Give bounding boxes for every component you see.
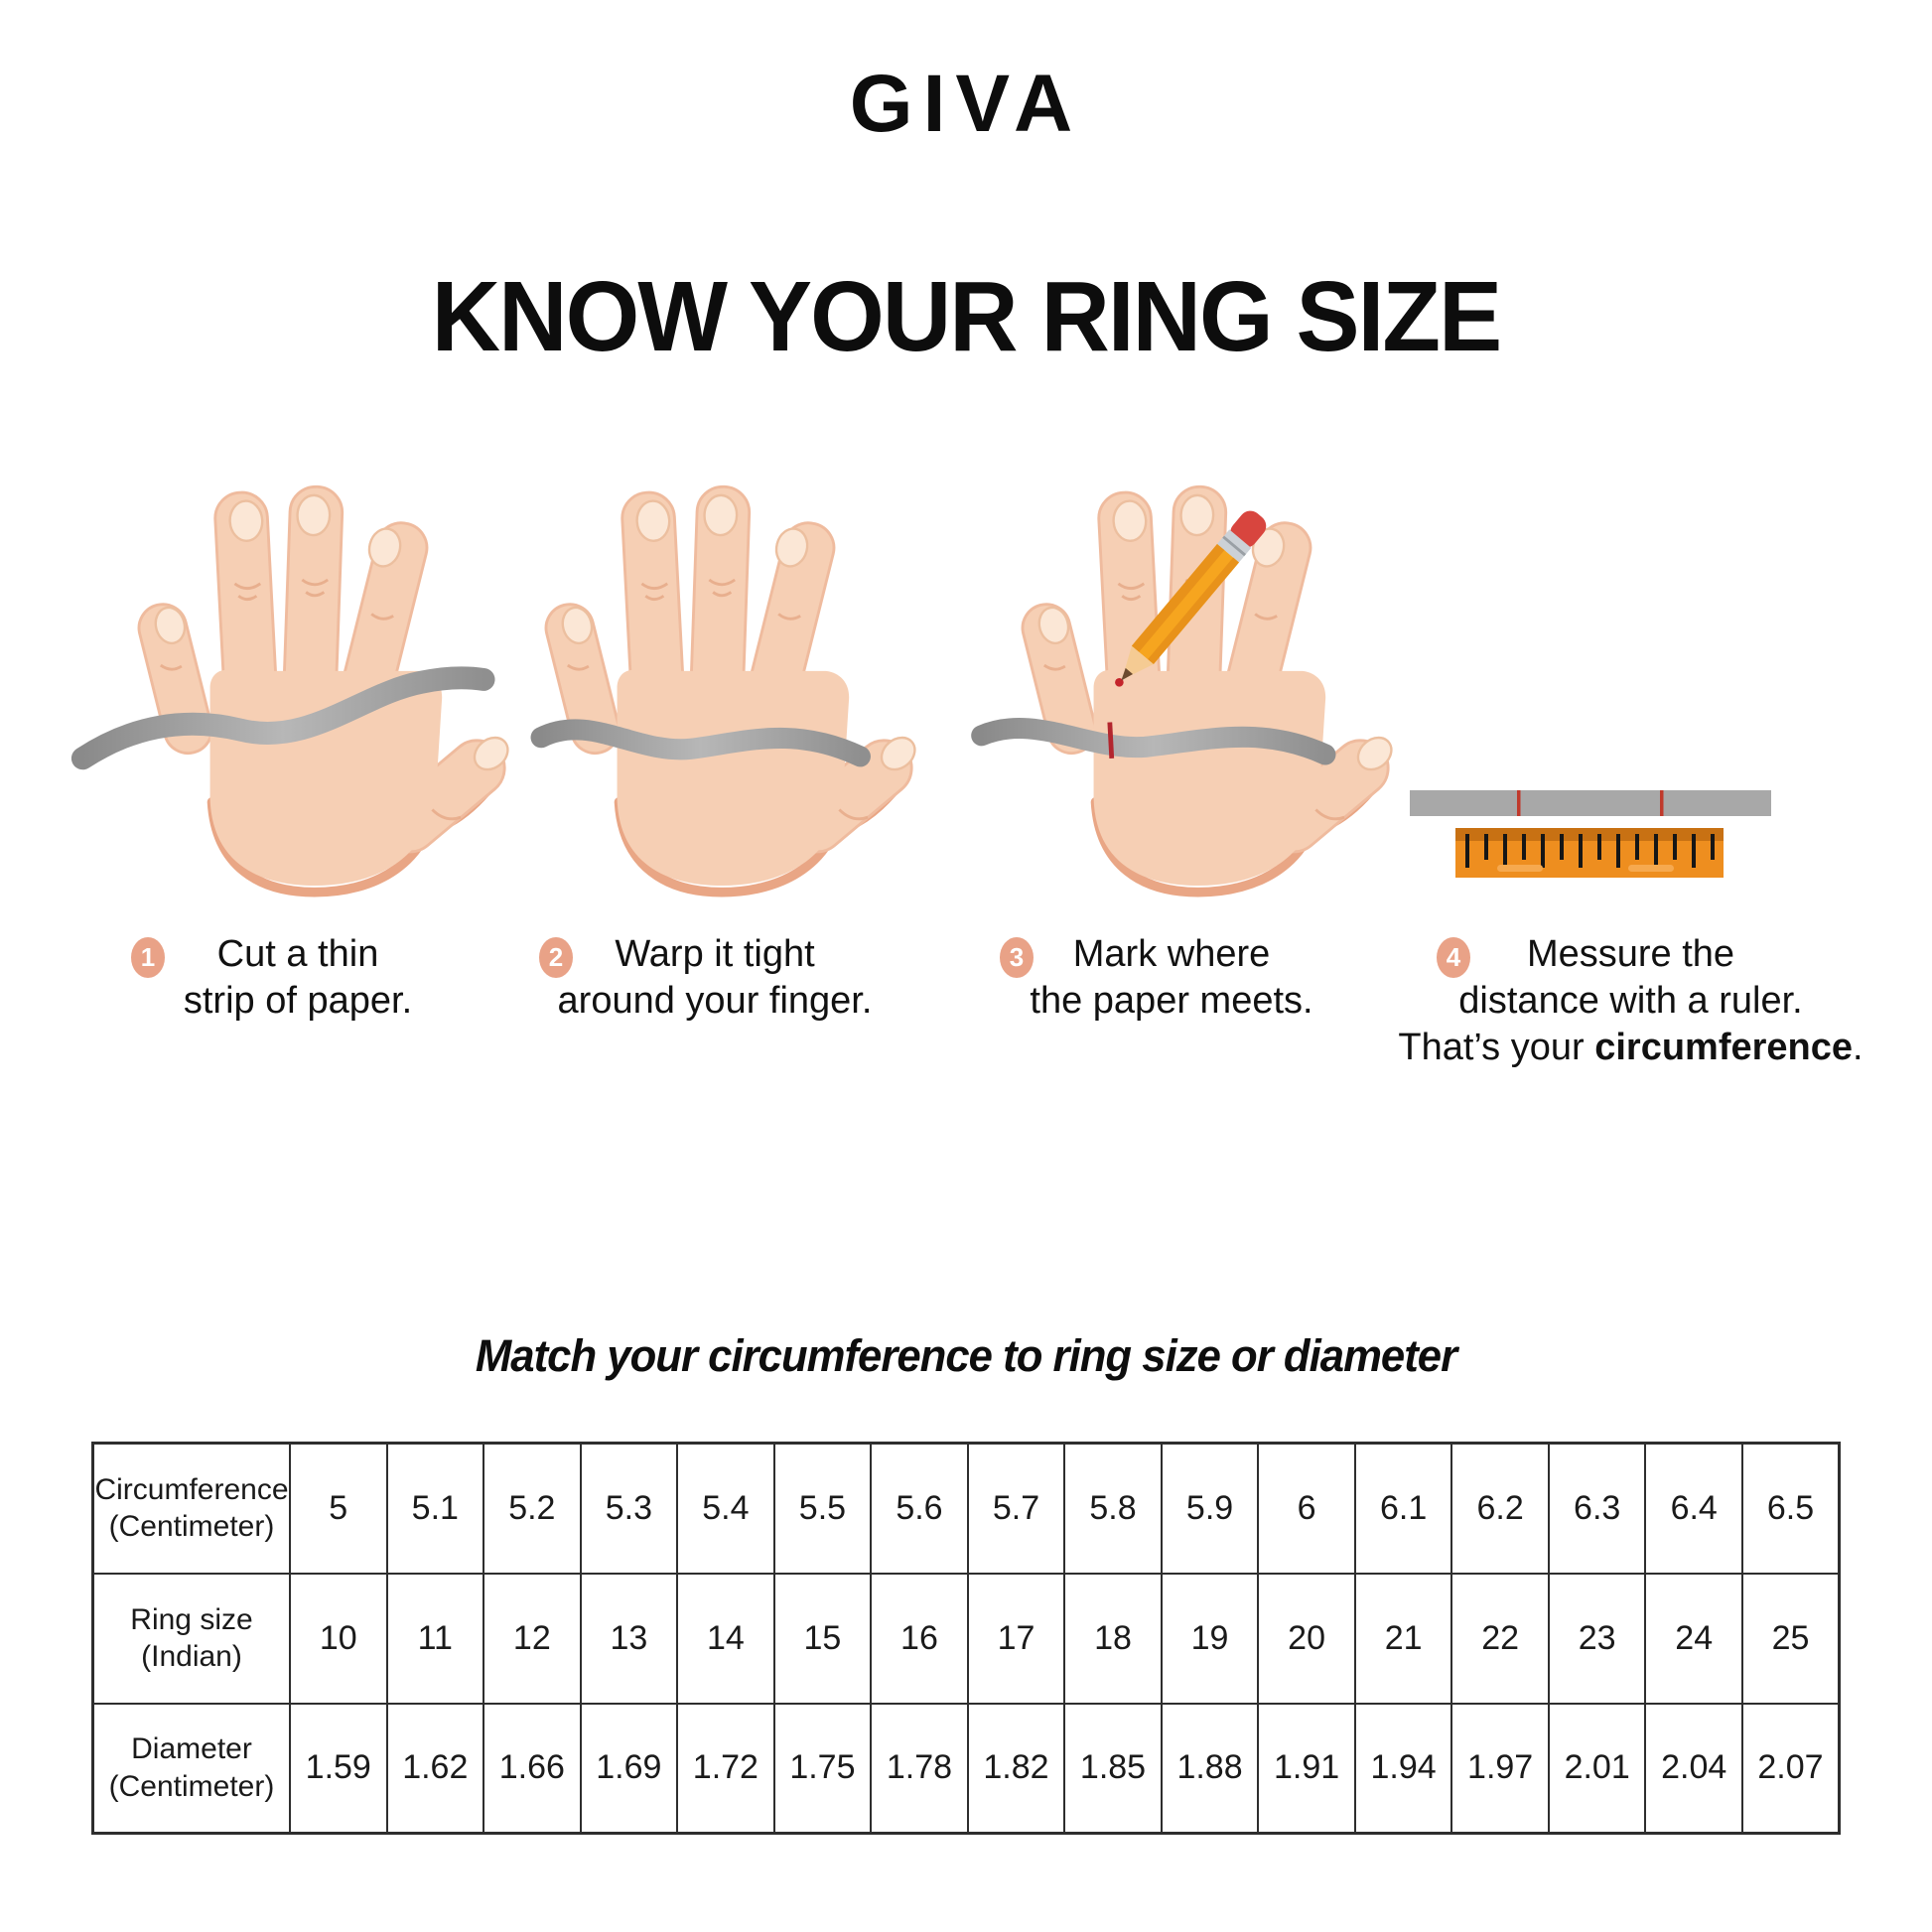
table-cell: 22 <box>1450 1572 1550 1705</box>
ring-size-table: Circumference (Centimeter) 5 5.1 5.2 5.3 5.4 5.… <box>91 1442 1841 1835</box>
step4-line3: That’s your circumference. <box>1398 1027 1863 1069</box>
step2-number-badge: 2 <box>539 937 573 978</box>
table-cell: 5.5 <box>772 1442 873 1575</box>
table-row: Diameter (Centimeter) 1.59 1.62 1.66 1.69 1.72… <box>91 1702 1841 1835</box>
table-cell: 1.91 <box>1257 1702 1356 1835</box>
table-cell: 2.07 <box>1740 1702 1841 1835</box>
paper-strip-icon <box>530 719 871 767</box>
step2-caption: 2 Warp it tight around your finger. <box>491 931 938 1025</box>
table-cell: 6.1 <box>1353 1442 1453 1575</box>
step1-number-badge: 1 <box>131 937 165 978</box>
table-cell: 1.85 <box>1063 1702 1163 1835</box>
table-cell: 21 <box>1353 1572 1453 1705</box>
brand-logo: GIVA <box>849 59 1083 149</box>
table-cell: 5.9 <box>1160 1442 1260 1575</box>
step1-line2: strip of paper. <box>183 980 413 1023</box>
hand-icon <box>541 485 923 892</box>
paper-strip-icon <box>70 666 495 770</box>
row-label: Diameter (Centimeter) <box>91 1702 291 1835</box>
strip-mark-icon <box>1660 790 1664 816</box>
ruler-icon <box>1455 828 1724 878</box>
table-cell: 6 <box>1257 1442 1356 1575</box>
pencil-mark-icon <box>1107 722 1115 759</box>
table-cell: 1.78 <box>870 1702 969 1835</box>
step4-line1: Messure the <box>1526 933 1735 975</box>
table-cell: 1.69 <box>579 1702 679 1835</box>
step1-line1: Cut a thin <box>216 933 379 975</box>
table-cell: 5 <box>289 1442 388 1575</box>
table-cell: 5.7 <box>966 1442 1066 1575</box>
hand-icon <box>1018 485 1400 892</box>
table-cell: 14 <box>676 1572 775 1705</box>
table-cell: 23 <box>1547 1572 1647 1705</box>
table-cell: 5.4 <box>676 1442 775 1575</box>
step4-illustration <box>1398 753 1795 901</box>
step3-caption: 3 Mark where the paper meets. <box>948 931 1395 1025</box>
table-cell: 5.6 <box>870 1442 969 1575</box>
table-cell: 5.8 <box>1063 1442 1163 1575</box>
step4-line2: distance with a ruler. <box>1458 980 1803 1023</box>
row-label: Ring size (Indian) <box>91 1572 291 1705</box>
step3-illustration <box>953 429 1390 905</box>
table-cell: 6.4 <box>1644 1442 1743 1575</box>
table-cell: 20 <box>1257 1572 1356 1705</box>
step4-number-badge: 4 <box>1437 937 1470 978</box>
table-cell: 6.5 <box>1740 1442 1841 1575</box>
step3-line1: Mark where <box>1072 933 1271 975</box>
table-cell: 1.59 <box>289 1702 388 1835</box>
table-cell: 16 <box>870 1572 969 1705</box>
circumference-emphasis: circumference <box>1594 1027 1854 1069</box>
table-heading: Match your circumference to ring size or… <box>475 1330 1457 1381</box>
table-cell: 1.72 <box>676 1702 775 1835</box>
table-row: Circumference (Centimeter) 5 5.1 5.2 5.3 5.4 5.… <box>91 1442 1841 1575</box>
table-cell: 2.04 <box>1644 1702 1743 1835</box>
table-cell: 6.3 <box>1547 1442 1647 1575</box>
table-cell: 1.75 <box>772 1702 873 1835</box>
step2-illustration <box>477 429 913 905</box>
table-cell: 18 <box>1063 1572 1163 1705</box>
table-cell: 5.1 <box>385 1442 485 1575</box>
step4-caption: 4 Messure the distance with a ruler. Tha… <box>1345 931 1916 1071</box>
step1-illustration <box>69 429 506 905</box>
step1-caption: 1 Cut a thin strip of paper. <box>79 931 516 1025</box>
table-cell: 1.62 <box>385 1702 485 1835</box>
step2-line2: around your finger. <box>557 980 873 1023</box>
table-cell: 1.88 <box>1160 1702 1260 1835</box>
table-cell: 10 <box>289 1572 388 1705</box>
table-cell: 1.94 <box>1353 1702 1453 1835</box>
table-cell: 19 <box>1160 1572 1260 1705</box>
step3-number-badge: 3 <box>1000 937 1034 978</box>
paper-strip-icon <box>971 718 1336 765</box>
table-cell: 6.2 <box>1450 1442 1550 1575</box>
table-cell: 1.66 <box>483 1702 582 1835</box>
table-cell: 12 <box>483 1572 582 1705</box>
table-cell: 1.82 <box>966 1702 1066 1835</box>
row-label: Circumference (Centimeter) <box>91 1442 291 1575</box>
page-title: KNOW YOUR RING SIZE <box>431 261 1502 372</box>
table-cell: 17 <box>966 1572 1066 1705</box>
table-cell: 2.01 <box>1547 1702 1647 1835</box>
table-cell: 25 <box>1740 1572 1841 1705</box>
table-cell: 1.97 <box>1450 1702 1550 1835</box>
marked-strip-icon <box>1410 790 1771 816</box>
table-cell: 11 <box>385 1572 485 1705</box>
table-cell: 15 <box>772 1572 873 1705</box>
table-row: Ring size (Indian) 10 11 12 13 14 15 16 17 18 19 20 2… <box>91 1572 1841 1705</box>
table-cell: 5.2 <box>483 1442 582 1575</box>
table-cell: 24 <box>1644 1572 1743 1705</box>
table-cell: 5.3 <box>579 1442 679 1575</box>
size-table-body: Circumference (Centimeter) 5 5.1 5.2 5.3 5.4 5.… <box>91 1442 1841 1835</box>
table-cell: 13 <box>579 1572 679 1705</box>
step2-line1: Warp it tight <box>615 933 815 975</box>
step3-line2: the paper meets. <box>1030 980 1313 1023</box>
strip-mark-icon <box>1517 790 1521 816</box>
